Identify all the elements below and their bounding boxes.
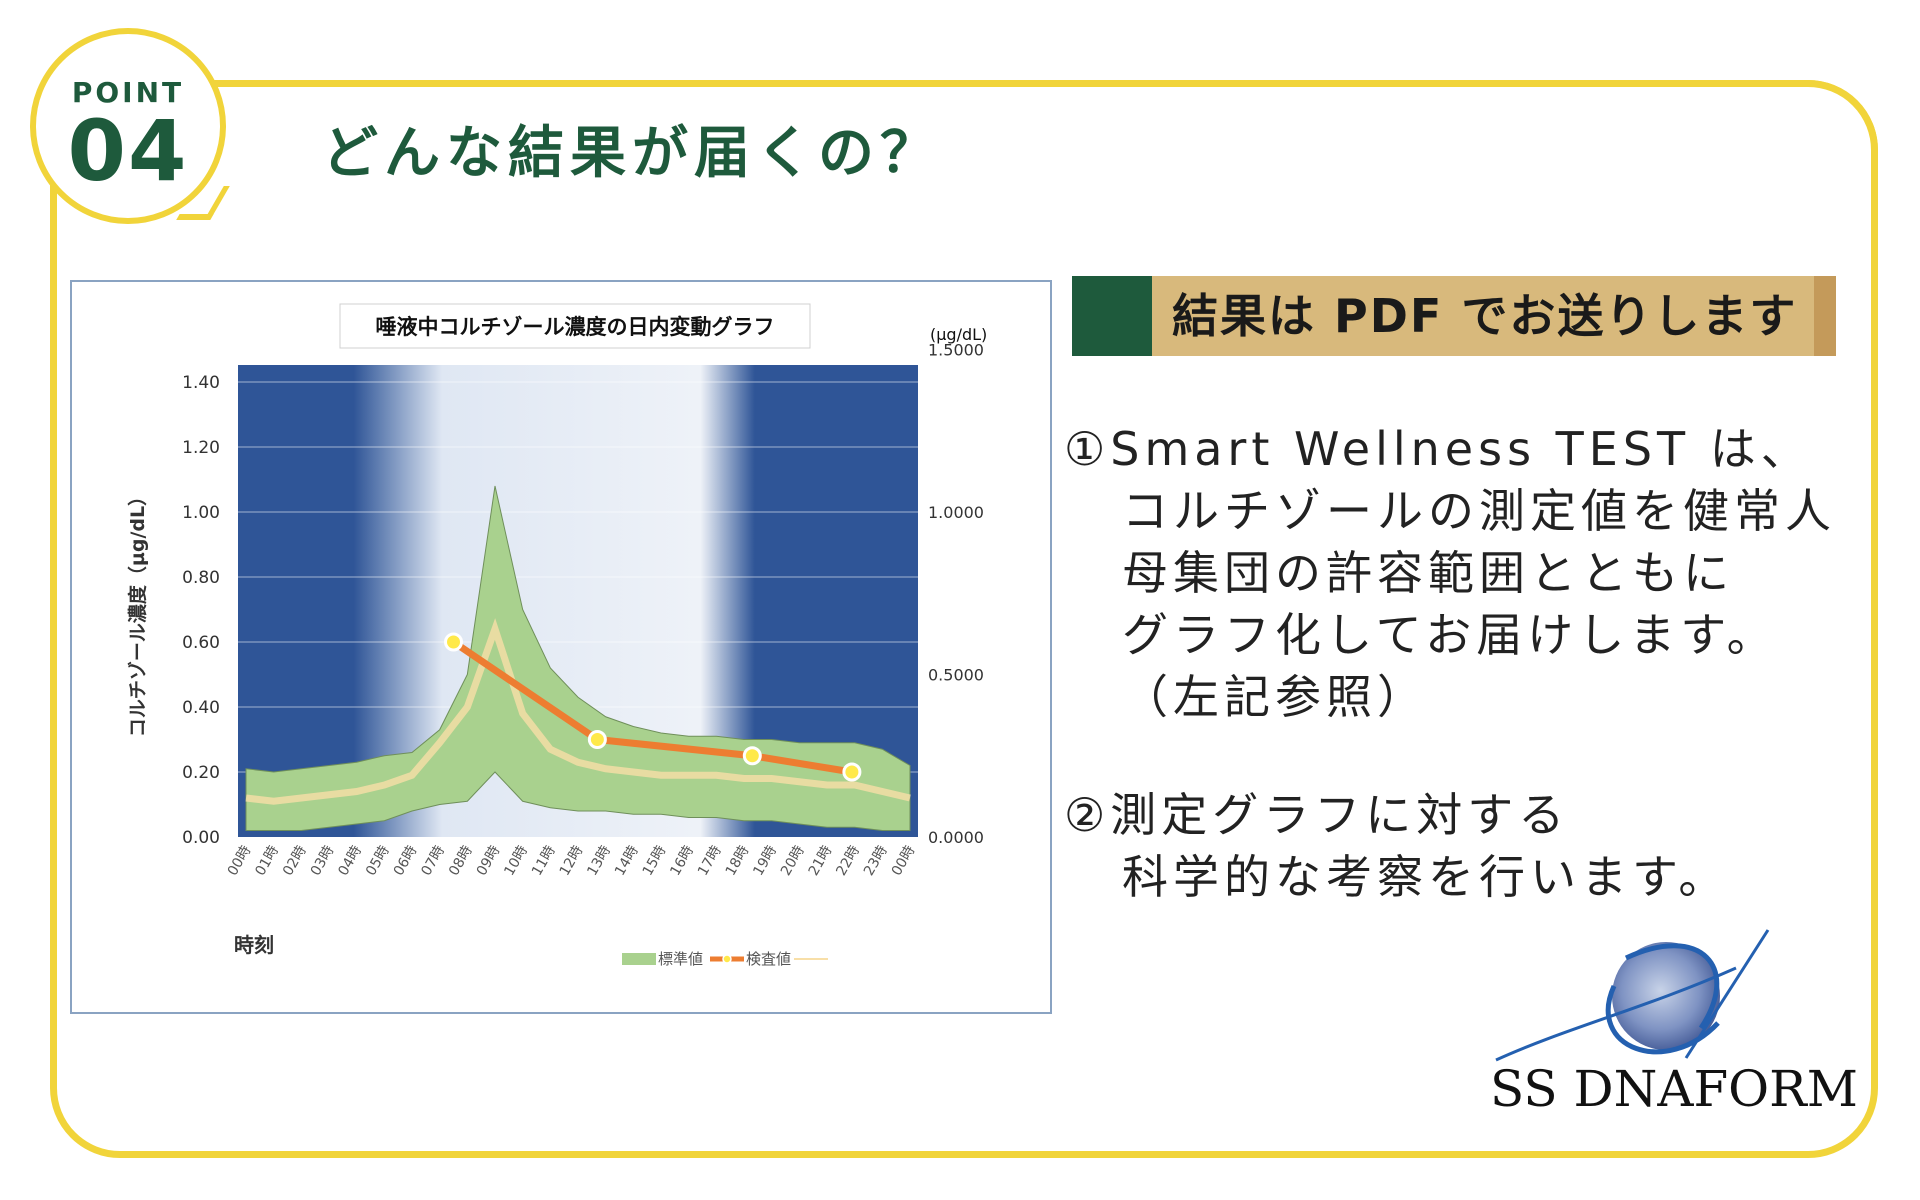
y2-axis-ticks: 0.0000 0.5000 1.0000 1.5000 (928, 341, 984, 848)
cortisol-chart: 0.000.200.400.600.801.001.201.40 0.00000… (126, 303, 987, 968)
chart-legend: 標準値 検査値 (622, 950, 828, 968)
x-tick-label: 10時 (501, 843, 531, 879)
point-number: 04 (67, 102, 189, 200)
description-line: （左記参照） (1122, 670, 1428, 724)
globe-orbit-icon (1495, 929, 1770, 1062)
standard-band (245, 485, 911, 831)
x-axis-label: 時刻 (234, 933, 274, 957)
description-line: グラフ化してお届けします。 (1122, 608, 1778, 662)
y-tick-label: 0.40 (182, 698, 220, 718)
y-axis-ticks: 0.00 0.20 0.40 0.60 0.80 1.00 1.20 1.40 (182, 373, 220, 848)
x-tick-label: 13時 (584, 843, 614, 879)
description-item-1: ①Smart Wellness TEST は、 コルチゾールの測定値を健常人 母… (1064, 418, 1836, 728)
description-line: コルチゾールの測定値を健常人 (1122, 484, 1836, 538)
y-tick-label: 0.60 (182, 633, 220, 653)
banner-tan-edge (1814, 276, 1836, 356)
y2-tick-label: 1.0000 (928, 503, 984, 522)
x-tick-label: 14時 (612, 843, 642, 879)
measured-point (587, 730, 607, 749)
x-tick-label: 00時 (225, 843, 255, 879)
measured-point (842, 762, 862, 782)
y2-tick-label: 0.0000 (928, 828, 984, 847)
y-tick-label: 0.00 (182, 828, 220, 848)
x-tick-label: 19時 (750, 843, 780, 879)
banner-text: 結果は PDF でお送りします (1172, 289, 1798, 343)
y2-tick-label: 0.5000 (928, 666, 984, 685)
x-tick-label: 16時 (667, 843, 697, 879)
x-tick-label: 05時 (363, 843, 393, 879)
measured-point (742, 746, 762, 766)
y-tick-label: 0.20 (182, 763, 220, 783)
measured-series (444, 632, 862, 782)
x-tick-label: 09時 (474, 843, 504, 879)
pdf-banner: 結果は PDF でお送りします (1072, 276, 1836, 356)
x-tick-label: 18時 (723, 843, 753, 879)
x-tick-label: 15時 (640, 843, 670, 879)
x-tick-label: 20時 (778, 843, 808, 879)
measured-point (444, 632, 463, 652)
company-logo-text: SS DNAFORM (1490, 1060, 1858, 1118)
banner-green-block (1072, 276, 1152, 356)
chart-panel: 0.00 0.20 0.40 0.60 0.80 1.00 1.20 1.40 0.0000 0… (70, 280, 1052, 1014)
point-badge: POINT 04 (30, 28, 226, 224)
legend-label-measured: 検査値 (746, 950, 791, 968)
x-tick-label: 06時 (391, 843, 421, 879)
x-tick-label: 03時 (308, 843, 338, 879)
x-tick-label: 22時 (833, 843, 863, 879)
x-tick-label: 00時 (889, 843, 919, 879)
legend-swatch-standard (622, 953, 656, 965)
description-item-2: ②測定グラフに対する 科学的な考察を行います。 (1064, 784, 1729, 908)
page-title: どんな結果が届くの？ (322, 121, 942, 186)
description-line: ①Smart Wellness TEST は、 (1064, 422, 1812, 476)
x-tick-label: 04時 (335, 843, 365, 879)
x-tick-label: 11時 (529, 843, 559, 879)
y-tick-label: 1.20 (182, 438, 220, 458)
y2-tick-label: 1.5000 (928, 341, 984, 360)
x-tick-label: 17時 (695, 843, 725, 879)
x-tick-label: 07時 (418, 843, 448, 879)
x-tick-label: 08時 (446, 843, 476, 879)
point-label: POINT (71, 76, 185, 109)
x-axis-ticks: 00時01時02時03時04時05時06時07時08時09時10時11時12時1… (225, 843, 919, 879)
y-tick-label: 0.80 (182, 568, 220, 588)
x-tick-label: 23時 (861, 843, 891, 879)
x-tick-label: 12時 (557, 843, 587, 879)
description-line: 科学的な考察を行います。 (1122, 850, 1730, 904)
description-line: ②測定グラフに対する (1064, 788, 1570, 842)
standard-band-area (245, 485, 911, 831)
measured-line (451, 639, 853, 776)
standard-mid-line (245, 618, 911, 805)
y-tick-label: 1.00 (182, 503, 220, 523)
x-tick-label: 21時 (806, 843, 836, 879)
y-tick-label: 1.40 (182, 373, 220, 393)
chart-title-box (339, 303, 811, 349)
y2-axis-unit: (µg/dL) (930, 325, 987, 344)
description-line: 母集団の許容範囲とともに (1122, 546, 1734, 600)
legend-label-standard: 標準値 (658, 950, 703, 968)
legend-marker-measured (722, 954, 732, 964)
chart-title: 唾液中コルチゾール濃度の日内変動グラフ (376, 315, 775, 339)
x-tick-label: 02時 (280, 843, 310, 879)
x-tick-label: 01時 (252, 843, 282, 879)
y-axis-label: コルチゾール濃度（µg/dL） (126, 487, 149, 737)
